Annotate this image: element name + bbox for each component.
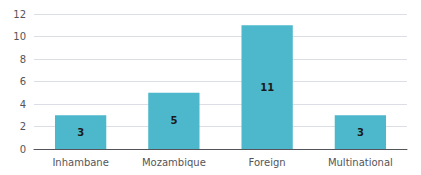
svg-text:12: 12 bbox=[13, 9, 26, 20]
svg-text:10: 10 bbox=[13, 31, 26, 42]
svg-text:3: 3 bbox=[357, 127, 364, 138]
svg-text:8: 8 bbox=[20, 54, 26, 65]
svg-text:3: 3 bbox=[77, 127, 84, 138]
svg-text:Foreign: Foreign bbox=[249, 157, 286, 168]
svg-text:Multinational: Multinational bbox=[328, 157, 393, 168]
svg-text:11: 11 bbox=[260, 82, 274, 93]
svg-text:5: 5 bbox=[170, 115, 177, 126]
svg-text:0: 0 bbox=[20, 144, 26, 155]
svg-text:Mozambique: Mozambique bbox=[142, 157, 206, 168]
svg-text:2: 2 bbox=[20, 121, 26, 132]
svg-text:4: 4 bbox=[20, 99, 26, 110]
svg-text:6: 6 bbox=[20, 76, 26, 87]
svg-text:Inhambane: Inhambane bbox=[52, 157, 108, 168]
